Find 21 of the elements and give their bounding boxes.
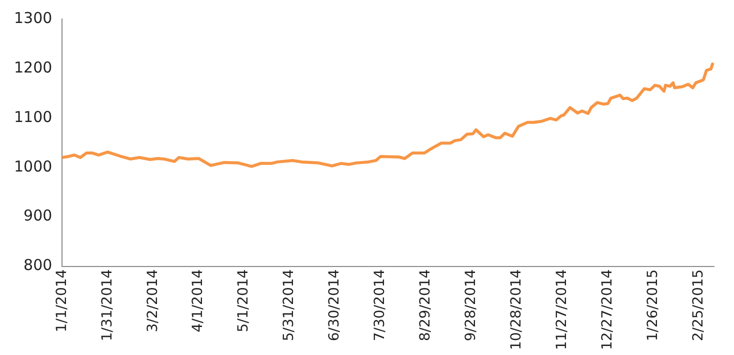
x-tick-label: 8/29/2014 [418,269,434,342]
x-tick-label: 1/26/2015 [645,269,662,342]
x-tick-label: 1/1/2014 [54,269,70,332]
x-tick-label: 5/1/2014 [236,269,252,332]
x-tick-label: 6/30/2014 [326,269,343,342]
x-tick-label: 9/28/2014 [463,269,480,342]
x-tick-label: 11/27/2014 [554,269,570,350]
x-tick-label: 2/25/2015 [690,269,706,342]
y-tick-label: 1100 [14,108,52,126]
y-tick-label: 1200 [14,58,52,76]
x-tick-label: 4/1/2014 [190,269,206,332]
y-tick-label: 800 [24,256,52,274]
x-tick-label: 7/30/2014 [372,269,388,342]
y-tick-label: 1000 [14,157,52,176]
y-tick-label: 900 [24,206,52,225]
y-tick-label: 1300 [14,8,52,27]
x-tick-label: 10/28/2014 [508,269,525,350]
x-tick-label: 3/2/2014 [144,269,161,332]
x-tick-label: 12/27/2014 [600,269,616,350]
x-tick-label: 5/31/2014 [281,269,298,342]
x-tick-label: 1/31/2014 [99,269,116,342]
